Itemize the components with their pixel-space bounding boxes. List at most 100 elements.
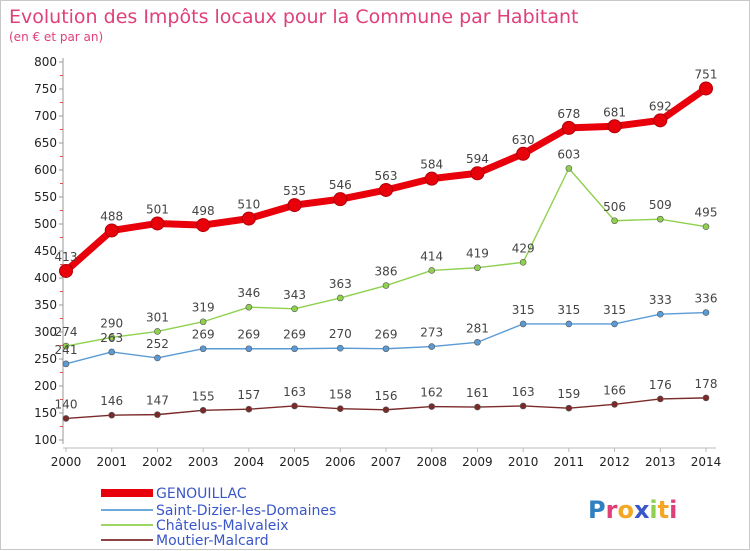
data-point	[656, 310, 664, 318]
data-point	[108, 411, 116, 419]
data-point	[150, 216, 165, 231]
data-label: 270	[329, 327, 352, 341]
data-label: 273	[420, 326, 443, 340]
x-tick-label: 2000	[51, 455, 82, 469]
brand-logo: Proxiti	[588, 496, 677, 524]
x-tick-label: 2009	[462, 455, 493, 469]
data-label: 166	[603, 383, 626, 397]
x-tick-label: 2011	[554, 455, 585, 469]
x-tick-label: 2007	[371, 455, 402, 469]
data-label: 429	[512, 241, 535, 255]
data-label: 269	[375, 328, 398, 342]
x-tick-label: 2002	[142, 455, 173, 469]
data-point	[336, 294, 344, 302]
data-label: 290	[100, 316, 123, 330]
data-label: 509	[649, 198, 672, 212]
x-tick-label: 2004	[234, 455, 265, 469]
y-tick-label: 350	[34, 298, 57, 312]
data-label: 498	[192, 204, 215, 218]
data-label: 363	[329, 277, 352, 291]
x-tick-label: 2006	[325, 455, 356, 469]
data-label: 584	[420, 158, 443, 172]
data-label: 274	[55, 325, 78, 339]
y-tick-label: 200	[34, 379, 57, 393]
data-label: 159	[557, 387, 580, 401]
data-label: 346	[237, 286, 260, 300]
data-point	[656, 395, 664, 403]
y-tick-label: 450	[34, 244, 57, 258]
data-point	[516, 146, 531, 161]
data-label: 546	[329, 178, 352, 192]
data-label: 157	[237, 388, 260, 402]
y-tick-label: 600	[34, 163, 57, 177]
y-tick-label: 750	[34, 82, 57, 96]
x-tick-label: 2014	[691, 455, 722, 469]
data-label: 495	[695, 206, 718, 220]
data-point	[62, 342, 70, 350]
y-tick-label: 700	[34, 109, 57, 123]
x-tick-label: 2003	[188, 455, 219, 469]
data-label: 419	[466, 247, 489, 261]
chart-subtitle: (en € et par an)	[9, 30, 103, 44]
data-point	[333, 192, 348, 207]
y-tick-label: 800	[34, 55, 57, 69]
data-point	[561, 120, 576, 135]
data-label: 319	[192, 301, 215, 315]
data-label: 333	[649, 293, 672, 307]
y-tick-label: 250	[34, 352, 57, 366]
data-point	[702, 309, 710, 316]
y-tick-label: 150	[34, 406, 57, 420]
data-label: 386	[375, 265, 398, 279]
data-point	[199, 345, 207, 353]
data-point	[702, 394, 710, 402]
data-point	[108, 348, 116, 356]
data-label: 241	[55, 343, 78, 357]
data-label: 751	[695, 67, 718, 81]
data-label: 301	[146, 310, 169, 324]
data-label: 501	[146, 202, 169, 216]
data-label: 176	[649, 378, 672, 392]
data-label: 678	[557, 107, 580, 121]
data-point	[382, 406, 390, 414]
data-point	[428, 267, 436, 274]
legend-label: Saint-Dizier-les-Domaines	[156, 503, 336, 519]
data-label: 263	[100, 331, 123, 345]
data-point	[565, 404, 573, 412]
brand-logo-text: Proxiti	[588, 496, 677, 524]
axes: 100 150 200 250 300 350 400 450 500 550 600 650 700 7…	[34, 55, 721, 469]
y-tick-label: 650	[34, 136, 57, 150]
legend-label: Moutier-Malcard	[156, 533, 269, 549]
data-label: 269	[192, 328, 215, 342]
data-label: 315	[512, 303, 535, 317]
data-point	[336, 405, 344, 412]
data-label: 269	[237, 328, 260, 342]
data-label: 163	[512, 385, 535, 399]
data-point	[199, 318, 207, 326]
data-point	[241, 211, 256, 226]
data-point	[245, 303, 253, 311]
data-point	[379, 182, 393, 197]
data-point	[702, 223, 710, 230]
data-point	[196, 218, 211, 233]
data-point	[291, 305, 298, 313]
data-point	[519, 402, 527, 410]
y-tick-label: 550	[34, 190, 57, 204]
data-label: 594	[466, 152, 489, 166]
data-point	[291, 345, 298, 353]
legend-label: GENOUILLAC	[156, 486, 247, 502]
data-point	[154, 411, 161, 418]
data-point	[104, 223, 119, 238]
data-point	[382, 345, 390, 353]
data-point	[199, 406, 207, 414]
data-point	[336, 344, 344, 352]
data-point	[59, 263, 73, 278]
data-point	[245, 345, 253, 353]
data-label: 603	[557, 147, 580, 161]
data-point	[428, 403, 436, 410]
data-point	[62, 360, 70, 368]
data-label: 269	[283, 328, 306, 342]
data-label: 147	[146, 394, 169, 408]
data-point	[611, 320, 618, 328]
